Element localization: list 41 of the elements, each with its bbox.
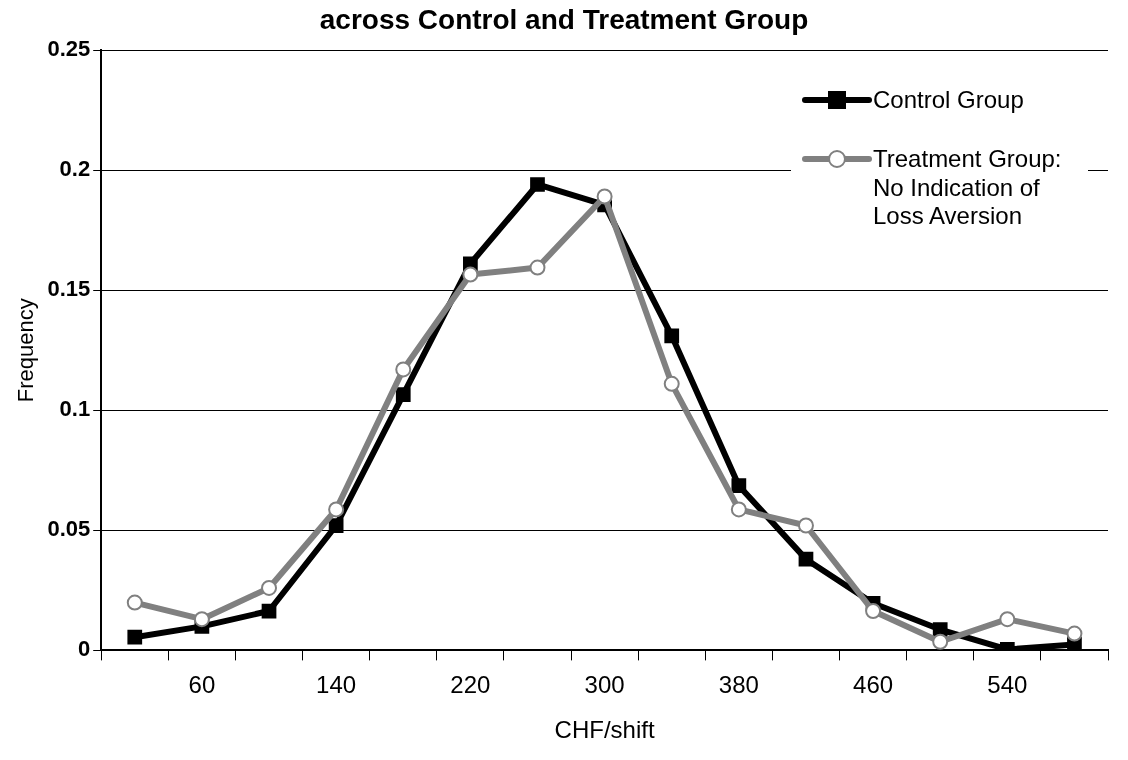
point: [731, 478, 747, 494]
point: [730, 501, 747, 518]
x-tick-label: 460: [853, 671, 894, 699]
point: [797, 517, 814, 534]
x-tick-label: 380: [718, 671, 759, 699]
y-tick-label: 0.15: [47, 276, 91, 302]
y-axis-title: Frequency: [13, 298, 39, 403]
point: [328, 501, 345, 518]
x-tick-label: 220: [450, 671, 491, 699]
point: [126, 594, 143, 611]
point: [1066, 625, 1083, 642]
y-tick-label: 0: [77, 636, 91, 662]
chart-title: across Control and Treatment Group: [318, 4, 810, 36]
x-tick-label: 540: [987, 671, 1028, 699]
point: [395, 361, 412, 378]
point: [193, 611, 210, 628]
x-axis-title: CHF/shift: [554, 716, 655, 744]
point: [999, 611, 1016, 628]
point: [798, 551, 814, 567]
y-tick-label: 0.05: [47, 516, 91, 542]
y-tick-label: 0.2: [59, 156, 91, 182]
point: [596, 188, 613, 205]
point: [664, 328, 680, 344]
x-tick-label: 140: [316, 671, 357, 699]
x-tick-label: 60: [188, 671, 216, 699]
point: [462, 266, 479, 283]
point: [261, 603, 277, 619]
point: [530, 177, 545, 192]
x-tick-label: 300: [584, 671, 625, 699]
y-tick-label: 0.1: [59, 396, 91, 422]
point: [663, 375, 680, 392]
legend-label: Treatment Group: No Indication of Loss Aversion: [873, 144, 1063, 232]
legend-label: Control Group: [873, 86, 1024, 115]
point: [261, 579, 278, 596]
point: [865, 603, 882, 620]
point: [932, 633, 949, 650]
point: [529, 259, 546, 276]
point: [395, 387, 411, 402]
y-tick-label: 0.25: [47, 36, 91, 62]
point: [127, 629, 143, 645]
point: [328, 518, 344, 533]
